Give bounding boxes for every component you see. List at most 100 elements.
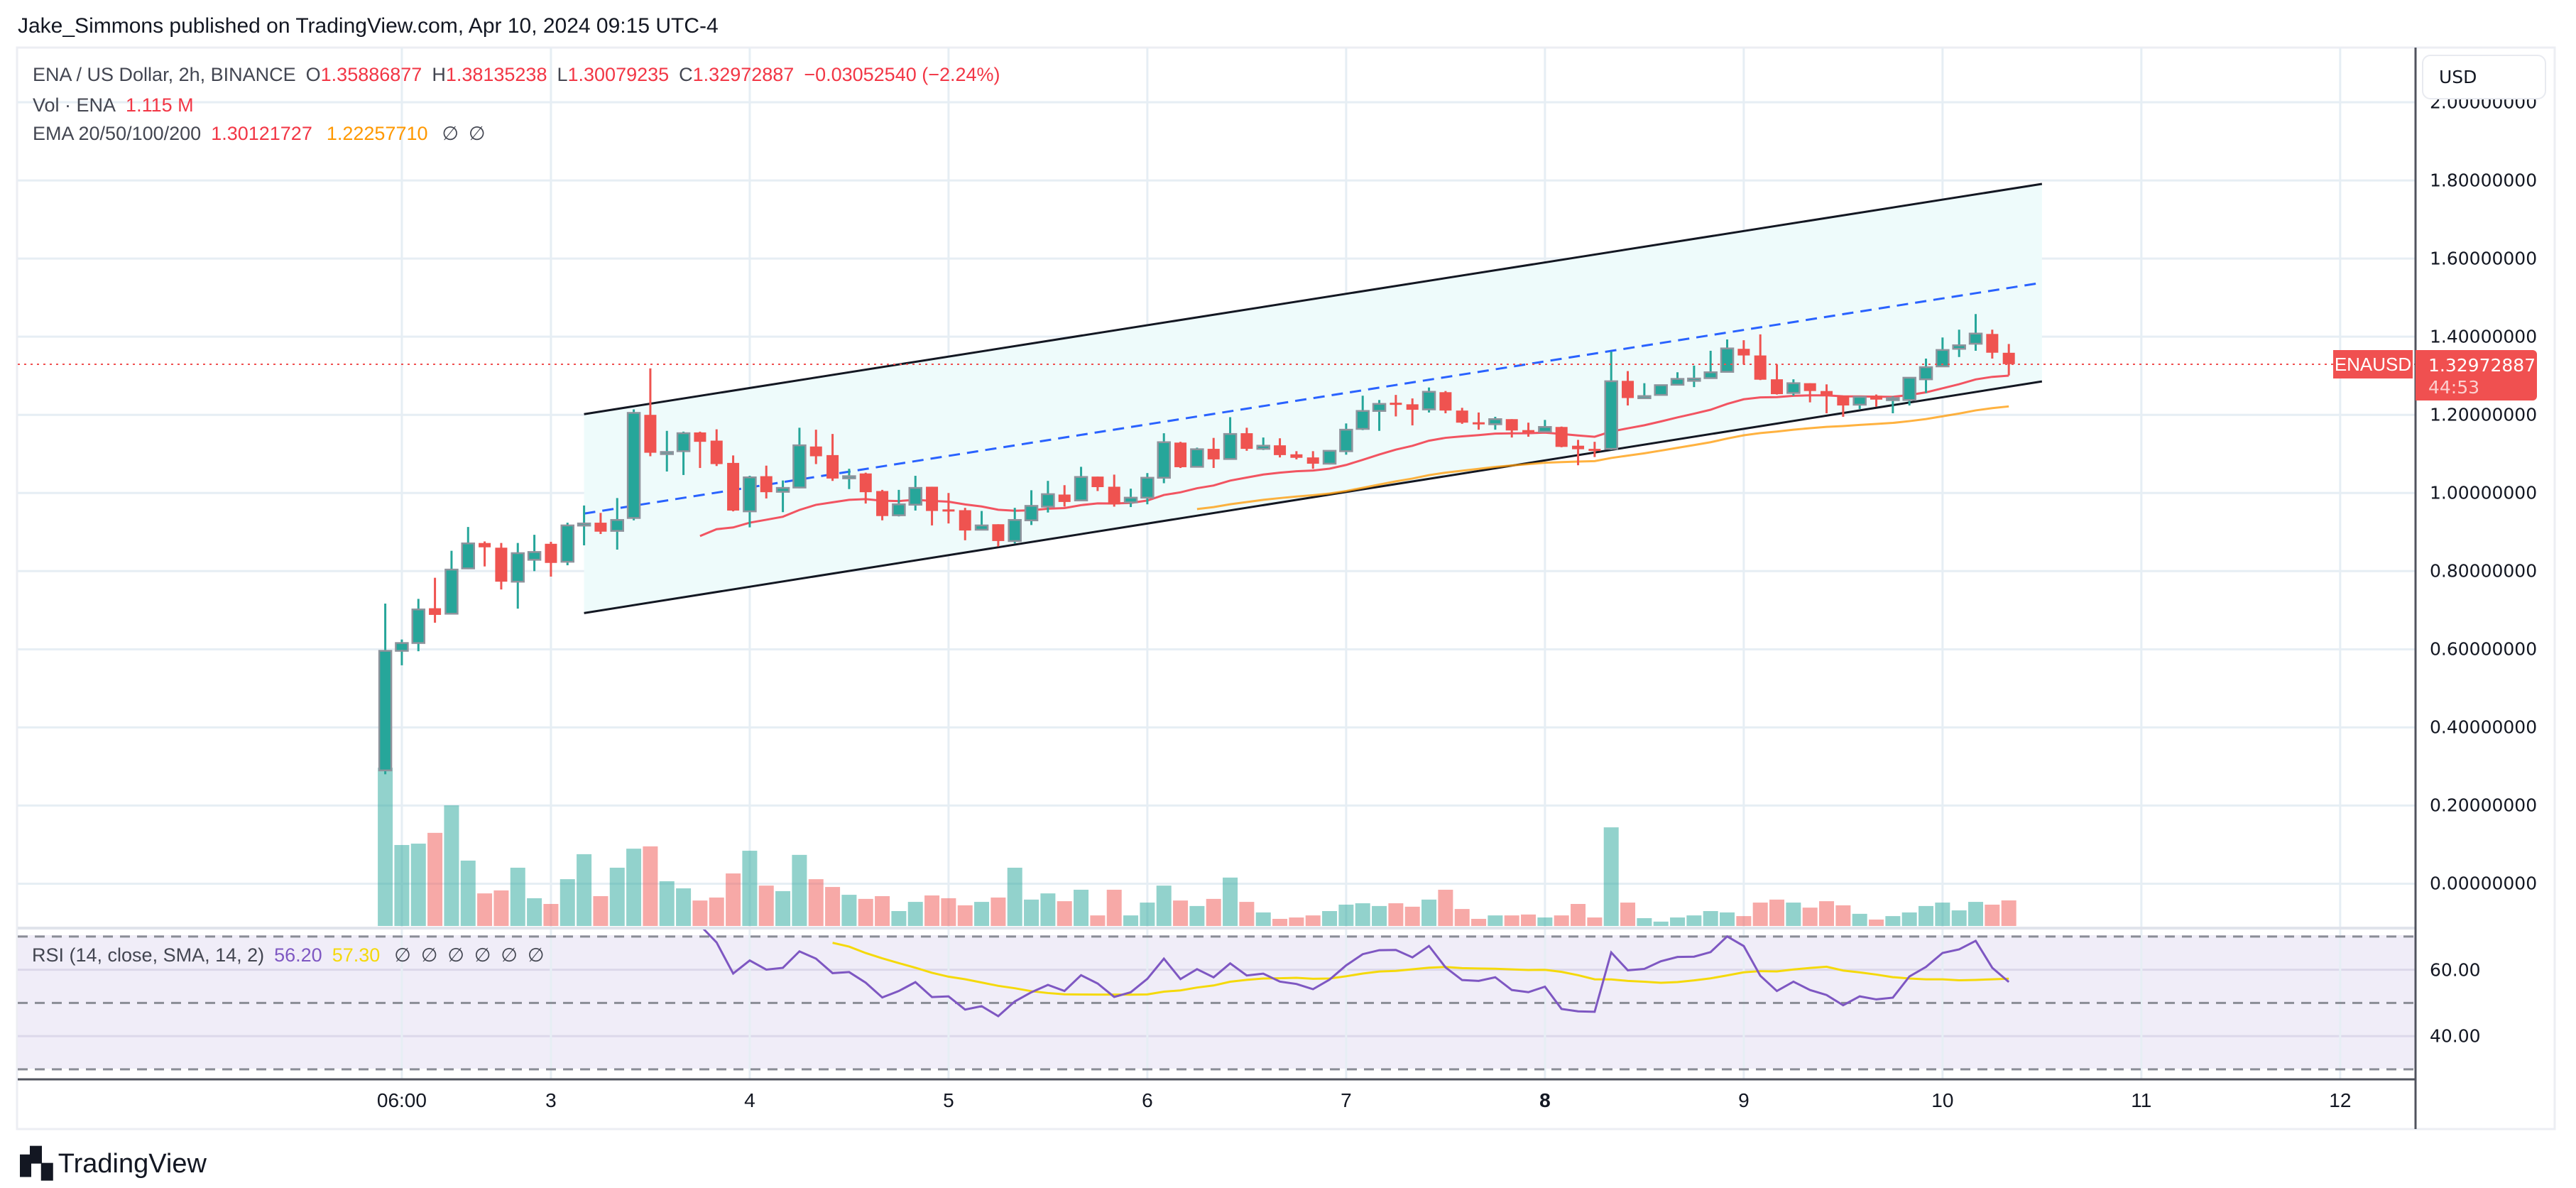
volume-bar [1554, 915, 1569, 926]
volume-bar [1057, 901, 1072, 926]
candle-body [495, 547, 508, 582]
volume-bar [825, 887, 841, 926]
currency-button[interactable]: USD [2422, 55, 2546, 99]
high-value: 1.38135238 [445, 64, 547, 85]
volume-bar [841, 895, 857, 926]
volume-bar [1007, 867, 1022, 926]
symbol-name[interactable]: ENA / US Dollar, 2h, BINANCE [33, 64, 296, 85]
candle-body [1803, 383, 1816, 391]
ema-legend[interactable]: EMA 20/50/100/200 1.30121727 1.22257710 ∅ ∅ [33, 123, 496, 145]
time-axis-label: 12 [2329, 1089, 2352, 1111]
volume-bar [1603, 827, 1619, 926]
volume-bar [1852, 913, 1867, 926]
rsi-empty-value: ∅ [474, 944, 491, 966]
candle-body [1108, 486, 1120, 505]
last-price-tag: 1.32972887 44:53 [2416, 350, 2537, 400]
time-axis-label: 8 [1539, 1089, 1551, 1111]
candle-body [1439, 392, 1452, 411]
rsi-legend[interactable]: RSI (14, close, SMA, 14, 2) 56.20 57.30 ∅ ∅ ∅… [32, 944, 564, 966]
candle-body [1123, 496, 1138, 503]
volume-bar [1951, 910, 1967, 926]
candle-body [1140, 476, 1155, 499]
ema200-value: ∅ [469, 123, 486, 144]
volume-bar [593, 896, 608, 926]
candle-body [1622, 381, 1634, 398]
candle-body [1522, 430, 1535, 432]
volume-bar [1802, 908, 1818, 926]
volume-bar [1239, 902, 1255, 926]
volume-bar [1156, 885, 1172, 926]
volume-bar [1206, 898, 1221, 926]
brand-name: TradingView [58, 1148, 207, 1179]
volume-legend[interactable]: Vol · ENA 1.115 M [33, 94, 204, 116]
volume-bar [626, 849, 642, 926]
volume-bar [974, 902, 990, 926]
time-axis-label: 4 [744, 1089, 755, 1111]
volume-bar [1024, 899, 1039, 926]
candle-body [429, 608, 442, 615]
volume-bar [1686, 915, 1702, 926]
ema100-value: ∅ [442, 123, 459, 144]
candle-body [1058, 494, 1071, 502]
candle-body [1952, 344, 1966, 350]
candle-body [1902, 376, 1916, 401]
ema-label[interactable]: EMA 20/50/100/200 [33, 123, 202, 144]
volume-bar [891, 911, 907, 926]
volume-bar [1140, 903, 1155, 926]
rsi-empty-value: ∅ [420, 944, 438, 966]
candle-body [1041, 493, 1055, 508]
symbol-legend[interactable]: ENA / US Dollar, 2h, BINANCE O1.35886877 H… [33, 64, 1010, 86]
volume-bar [1985, 904, 2000, 926]
candle-body [644, 415, 657, 453]
rsi-label[interactable]: RSI (14, close, SMA, 14, 2) [32, 944, 265, 966]
volume-value: 1.115 M [126, 94, 194, 116]
volume-bar [1223, 877, 1238, 926]
candle-body [1852, 396, 1867, 406]
volume-bar [1571, 903, 1586, 926]
volume-bar [394, 844, 410, 926]
candle-body [1821, 391, 1833, 396]
price-axis-label: 0.80000000 [2430, 560, 2538, 582]
volume-bar [709, 897, 724, 926]
candle-body [1837, 396, 1850, 406]
candle-body [1737, 349, 1750, 356]
price-axis-label: 1.80000000 [2430, 170, 2538, 191]
candle-body [1008, 518, 1022, 543]
time-axis-label: 9 [1738, 1089, 1750, 1111]
volume-bar [1372, 905, 1387, 926]
candle-body [1390, 403, 1402, 405]
volume-bar [527, 898, 542, 926]
channel-lower-line[interactable] [584, 380, 2043, 614]
candle-body [1074, 476, 1088, 501]
candle-body [1870, 396, 1883, 400]
symbol-price-tag: ENAUSD [2333, 350, 2413, 378]
candle-body [1456, 410, 1468, 423]
tradingview-logo-icon: ▮▚ [18, 1148, 53, 1179]
candle-body [694, 432, 706, 442]
volume-bar [543, 903, 559, 926]
close-label: C [679, 64, 693, 85]
volume-bar [726, 873, 741, 926]
candle-body [594, 523, 607, 532]
candle-body [809, 446, 822, 457]
rsi-value: 56.20 [274, 944, 322, 966]
candle-body [775, 486, 790, 493]
candle-body [942, 509, 955, 512]
parallel-channel[interactable] [584, 182, 2043, 614]
candle-body [859, 473, 872, 493]
volume-bar [1521, 914, 1537, 926]
ema50-line [1196, 405, 2009, 511]
tradingview-logo[interactable]: ▮▚ TradingView [18, 1148, 207, 1180]
volume-bar [1504, 915, 1519, 926]
candle-body [1637, 395, 1652, 400]
price-axis-label: 1.60000000 [2430, 248, 2538, 269]
ema50-value: 1.22257710 [326, 123, 428, 144]
candle-body [1604, 380, 1618, 450]
candle-body [1190, 448, 1204, 468]
volume-label[interactable]: Vol · ENA [33, 94, 116, 116]
candle-body [1555, 427, 1568, 447]
rsi-empty-values: ∅ ∅ ∅ ∅ ∅ ∅ [394, 944, 554, 966]
channel-upper-line[interactable] [584, 182, 2043, 415]
low-value: 1.30079235 [567, 64, 670, 85]
